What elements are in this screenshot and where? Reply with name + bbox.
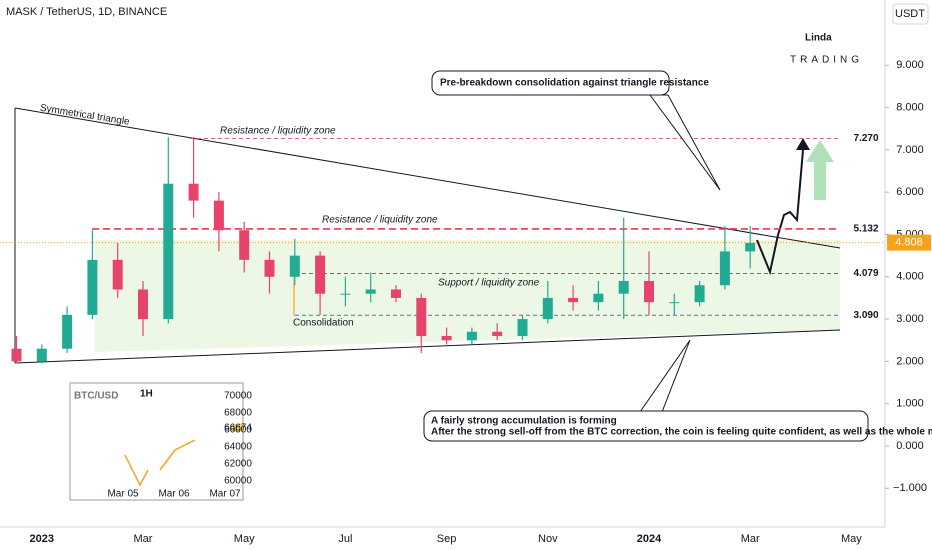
y-tick-label: 6.000 [896, 186, 924, 198]
inset-y-label: 70000 [224, 391, 252, 402]
level-label: 7.270 [853, 133, 878, 144]
candle-body [163, 183, 174, 320]
projection-path [756, 149, 804, 276]
triangle-upper [14, 107, 841, 249]
candle-body [416, 297, 427, 337]
x-tick-label: 2023 [30, 533, 54, 545]
candle-body [264, 259, 275, 277]
candle-body [11, 348, 22, 362]
y-tick-label: 2.000 [896, 355, 924, 367]
x-tick-label: May [234, 533, 255, 545]
candle-body [441, 336, 452, 341]
candle-body [188, 183, 199, 201]
y-tick-label: 3.000 [896, 313, 924, 325]
logo-sub: TRADING [790, 55, 863, 66]
liquidity-zone [95, 240, 840, 352]
triangle-lower [14, 329, 841, 364]
candle-body [112, 259, 123, 290]
candle-body [492, 331, 503, 337]
inset-interval: 1H [140, 389, 153, 400]
candle-body [289, 255, 300, 277]
candle-body [466, 331, 477, 341]
inset-price: 66674 [224, 423, 252, 434]
callout-box [431, 70, 670, 96]
candle-body [593, 293, 604, 303]
y-tick-label: 4.000 [896, 271, 924, 283]
inset-arrow [124, 454, 149, 487]
candle-body [213, 200, 224, 231]
candle-body [745, 242, 756, 252]
inset-y-label: 66000 [224, 425, 252, 436]
y-tick-label: 9.000 [896, 59, 924, 71]
currency: USDT [895, 8, 925, 20]
candle-body [542, 297, 553, 320]
currency-box [892, 3, 929, 25]
annotation: Resistance / liquidity zone [220, 126, 336, 137]
inset-frame [69, 382, 244, 501]
inset-arrow [159, 439, 196, 471]
y-tick-label: 1.000 [896, 398, 924, 410]
inset-y-label: 64000 [224, 442, 252, 453]
annotation: Resistance / liquidity zone [322, 215, 438, 226]
inset-title: BTC/USD [74, 391, 118, 402]
candle-body [340, 293, 351, 295]
candle-body [719, 251, 730, 286]
callout-text: After the strong sell-off from the BTC c… [431, 427, 932, 438]
annotation: Consolidation [293, 318, 354, 329]
y-tick-label: −1.000 [893, 482, 927, 494]
annotation: Support / liquidity zone [438, 278, 540, 289]
chart-title: MASK / TetherUS, 1D, BINANCE [6, 6, 167, 18]
candle-body [391, 289, 401, 298]
y-tick-label: 0.000 [896, 440, 924, 452]
candle-body [517, 319, 528, 337]
y-tick-label: 7.000 [896, 144, 924, 156]
x-tick-label: 2024 [637, 533, 662, 545]
current-price-badge [887, 234, 931, 251]
logo-name: Linda [805, 33, 832, 44]
callout-text: A fairly strong accumulation is forming [431, 416, 617, 427]
candle-body [568, 297, 579, 303]
x-tick-label: Mar [134, 533, 153, 545]
callout-text: Pre-breakdown consolidation against tria… [440, 78, 709, 89]
candle-body [138, 289, 148, 320]
projection-arrowhead [796, 138, 810, 150]
plot: 9.0008.0007.0006.0005.0004.0003.0002.000… [0, 59, 931, 545]
x-tick-label: Jul [338, 533, 352, 545]
level-label: 3.090 [853, 310, 878, 321]
candle-body [694, 285, 705, 303]
candle-body [669, 302, 680, 304]
inset-price-badge [233, 424, 243, 432]
level-label: 4.079 [853, 268, 878, 279]
callout-pointer [639, 339, 691, 413]
level-label: 5.132 [853, 224, 878, 235]
inset-x-label: Mar 07 [209, 489, 241, 500]
candle-body [618, 281, 629, 294]
candle-body [62, 314, 73, 349]
inset-x-label: Mar 06 [158, 489, 190, 500]
candle-body [365, 289, 376, 294]
callout-pointer [649, 94, 721, 191]
callout-box [423, 410, 869, 442]
inset-x-label: Mar 05 [107, 489, 139, 500]
inset-y-label: 60000 [224, 476, 252, 487]
x-tick-label: Nov [538, 533, 558, 545]
x-tick-label: Mar [741, 533, 760, 545]
y-tick-label: 8.000 [896, 101, 924, 113]
inset-y-label: 62000 [224, 459, 252, 470]
candle-body [36, 348, 47, 362]
candle-body [644, 281, 654, 303]
inset-y-label: 68000 [224, 408, 252, 419]
consolidation-marker [293, 274, 295, 316]
candle-body [239, 230, 250, 260]
candle-body [315, 255, 326, 294]
target-arrow [806, 140, 834, 200]
current-price-label: 4.808 [895, 237, 923, 249]
x-tick-label: Sep [437, 533, 457, 545]
candle-body [87, 259, 98, 315]
x-tick-label: May [841, 533, 862, 545]
annotation: Symmetrical triangle [39, 103, 131, 128]
